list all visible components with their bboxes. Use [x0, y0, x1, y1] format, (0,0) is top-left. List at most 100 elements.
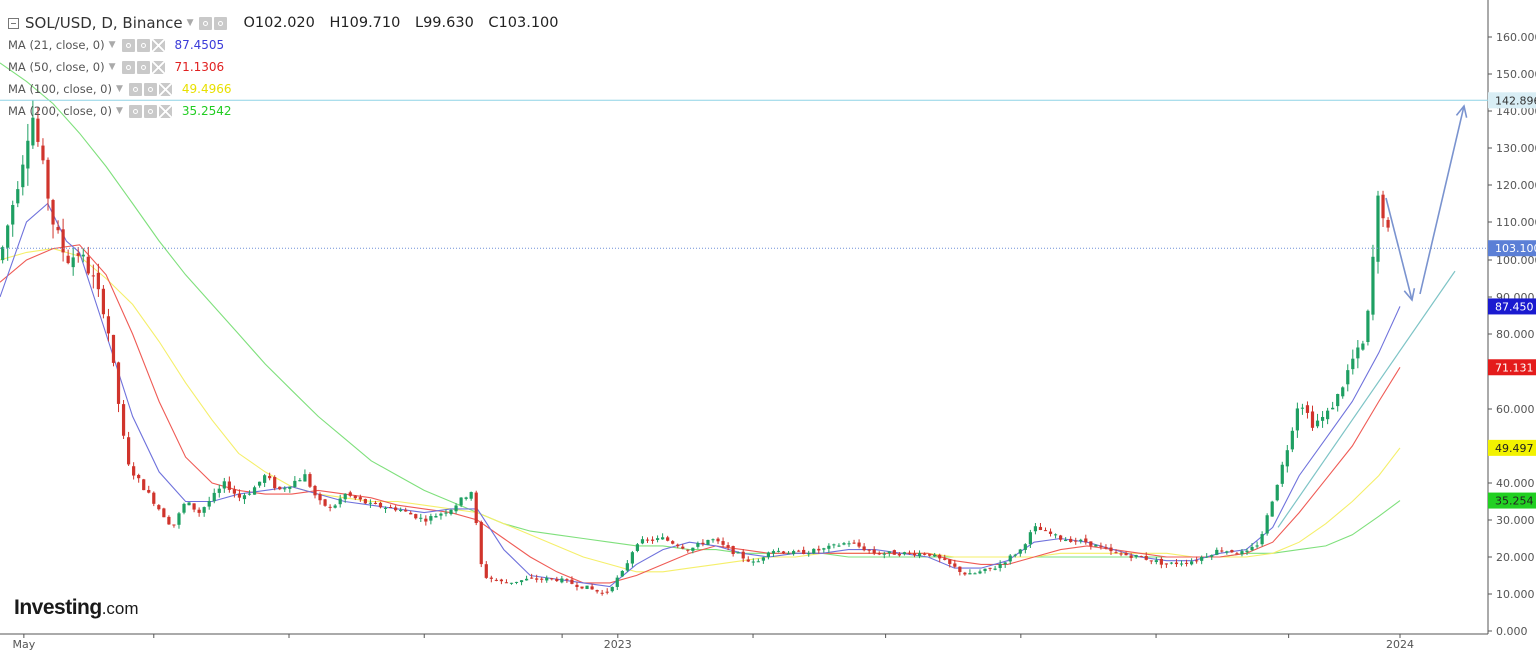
candle-body	[902, 552, 907, 555]
candle	[444, 509, 448, 517]
chevron-down-icon[interactable]: ▼	[115, 84, 123, 94]
candle-body	[716, 538, 720, 542]
candle	[635, 543, 640, 553]
candle	[1376, 190, 1380, 274]
candle	[1089, 541, 1093, 550]
candle	[212, 488, 216, 504]
candle-body	[1195, 560, 1199, 562]
y-tick-label: 0.000	[1496, 625, 1528, 638]
low-value: 99.630	[423, 15, 474, 31]
candle-body	[36, 118, 40, 142]
chevron-down-icon[interactable]: ▼	[108, 62, 116, 72]
candle-body	[822, 548, 826, 550]
candle-body	[595, 590, 599, 592]
candle-body	[111, 334, 116, 363]
candle-body	[751, 561, 755, 563]
candle-body	[509, 582, 514, 584]
candle-body	[1179, 563, 1184, 565]
gear-icon[interactable]	[143, 104, 157, 118]
candle-body	[439, 513, 443, 516]
candle-body	[66, 255, 70, 264]
visibility-icon[interactable]	[128, 104, 142, 118]
gear-icon[interactable]	[143, 82, 157, 96]
candle	[877, 551, 881, 556]
candle	[686, 549, 690, 553]
candle-body	[575, 584, 579, 587]
candle	[1079, 538, 1083, 544]
candle	[837, 543, 841, 547]
x-tick-label: May	[12, 638, 35, 651]
candle-body	[504, 582, 509, 584]
candle	[247, 490, 252, 496]
close-icon[interactable]	[158, 82, 172, 96]
candle-body	[1290, 430, 1294, 450]
close-icon[interactable]	[151, 60, 165, 74]
price-tag-box	[1488, 240, 1536, 257]
visibility-icon[interactable]	[199, 16, 213, 30]
collapse-icon[interactable]	[8, 17, 19, 29]
candle	[484, 561, 488, 579]
candle-body	[61, 229, 65, 253]
indicator-label[interactable]: MA (100, close, 0)	[8, 82, 112, 96]
candle	[96, 263, 100, 297]
candle-body	[21, 164, 25, 188]
candle	[958, 566, 962, 576]
indicator-label[interactable]: MA (50, close, 0)	[8, 60, 105, 74]
y-tick-label: 10.000	[1496, 588, 1535, 601]
candle-body	[565, 579, 569, 581]
candle-body	[227, 481, 231, 490]
close-icon[interactable]	[151, 38, 165, 52]
candle	[1069, 536, 1073, 543]
candle	[625, 560, 629, 572]
candle	[51, 198, 55, 239]
chevron-down-icon[interactable]: ▼	[108, 40, 116, 50]
candle-body	[293, 480, 297, 487]
candle	[867, 549, 871, 554]
candle	[318, 492, 322, 505]
candle-body	[419, 517, 423, 519]
candle	[479, 520, 483, 568]
candle-body	[101, 288, 106, 315]
candle-body	[640, 539, 645, 544]
candle	[404, 507, 408, 512]
candle	[605, 588, 609, 595]
indicator-label[interactable]: MA (21, close, 0)	[8, 38, 105, 52]
candle-body	[363, 499, 367, 504]
chevron-down-icon[interactable]: ▼	[186, 18, 194, 28]
visibility-icon[interactable]	[121, 60, 135, 74]
candle	[817, 545, 821, 554]
close-icon[interactable]	[158, 104, 172, 118]
candle-body	[625, 563, 629, 571]
candle-body	[635, 544, 640, 551]
candle	[761, 556, 765, 564]
investing-logo: Investing.com	[14, 596, 139, 620]
candle	[1315, 413, 1320, 429]
candle-body	[938, 554, 942, 559]
candle-body	[343, 493, 347, 500]
price-tag-label: 35.254	[1495, 495, 1534, 508]
candle-body	[1240, 551, 1244, 555]
candle	[338, 494, 342, 508]
candle-body	[771, 551, 776, 554]
candle	[499, 578, 504, 585]
candle-body	[570, 579, 574, 584]
candle	[373, 500, 378, 505]
candle-body	[207, 501, 211, 507]
candle-body	[212, 492, 216, 502]
visibility-icon[interactable]	[128, 82, 142, 96]
candle-body	[96, 272, 100, 290]
candle-body	[1033, 526, 1038, 532]
gear-icon[interactable]	[214, 16, 228, 30]
candle	[1265, 513, 1269, 536]
chevron-down-icon[interactable]: ▼	[115, 106, 123, 116]
visibility-icon[interactable]	[121, 38, 135, 52]
symbol-label[interactable]: SOL/USD, D, Binance	[25, 14, 183, 32]
candle-body	[580, 586, 584, 589]
indicator-label[interactable]: MA (200, close, 0)	[8, 104, 112, 118]
gear-icon[interactable]	[136, 38, 150, 52]
gear-icon[interactable]	[136, 60, 150, 74]
candle	[1084, 534, 1088, 545]
candle	[1149, 560, 1153, 565]
